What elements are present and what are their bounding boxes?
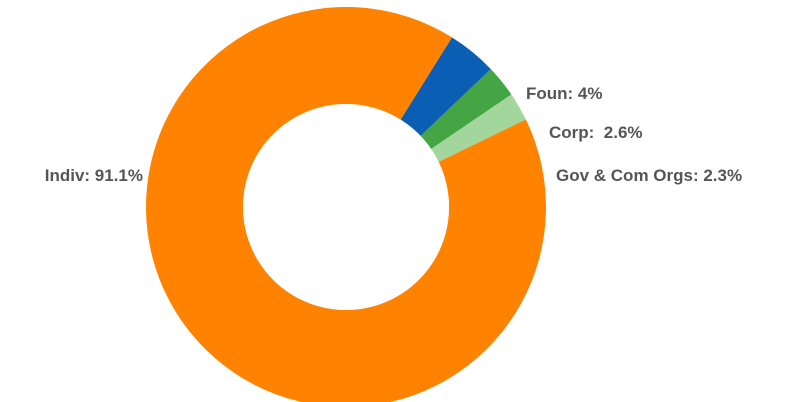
slice-indiv: [146, 7, 546, 402]
label-group: Foun: 4% Corp: 2.6% Gov & Com Orgs: 2.3% In…: [45, 84, 742, 185]
slice-foun: [400, 37, 491, 136]
slice-label-corp: Corp: 2.6%: [549, 123, 643, 142]
slice-corp: [420, 69, 512, 150]
slice-label-foun: Foun: 4%: [526, 84, 603, 103]
slice-label-gov-com-orgs: Gov & Com Orgs: 2.3%: [556, 166, 742, 185]
slice-group: [146, 7, 546, 402]
donut-hole: [243, 104, 449, 310]
slice-label-indiv: Indiv: 91.1%: [45, 166, 143, 185]
slice-gov-com-orgs: [431, 94, 526, 162]
